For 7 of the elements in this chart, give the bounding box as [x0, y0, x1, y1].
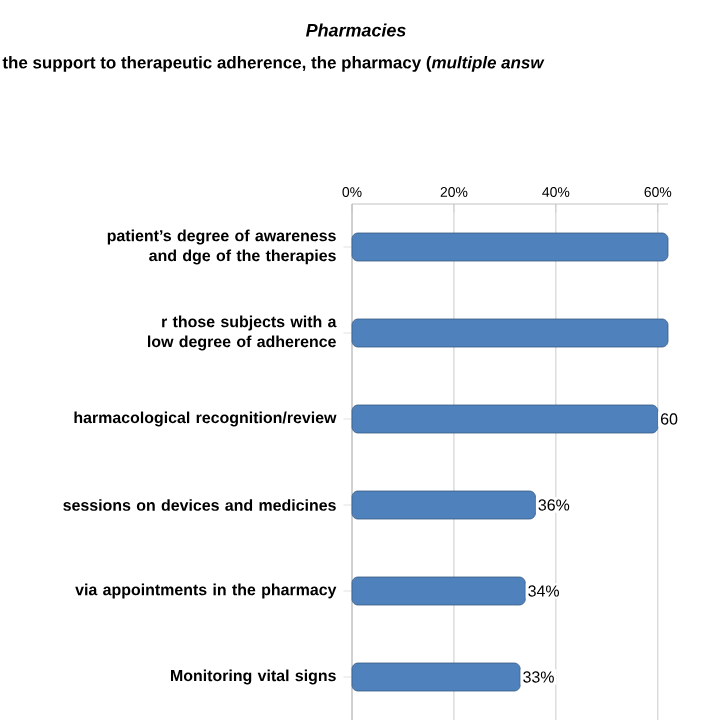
bar — [351, 662, 521, 692]
bar — [351, 576, 526, 606]
bar — [351, 232, 669, 262]
bar — [351, 404, 659, 434]
chart-title: Pharmacies — [305, 23, 406, 37]
bar — [351, 318, 669, 348]
chart-subtitle: the support to therapeutic adherence, the pharmacy (multiple answ — [2, 56, 545, 72]
